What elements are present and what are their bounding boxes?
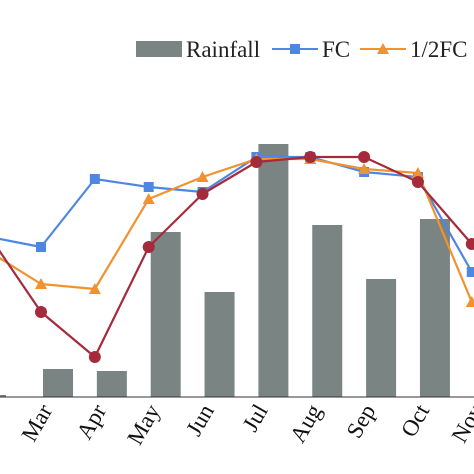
series-point-half-fc-apr [88, 283, 101, 294]
series-point-half-fc-nov [465, 296, 474, 307]
rainfall-bar-apr [96, 371, 127, 397]
series-point-fc-nov [466, 267, 474, 277]
series-point-dark-series-may [142, 241, 155, 253]
legend: Rainfall FC 1/2FC [136, 37, 468, 62]
x-tick-label-may: May [122, 400, 165, 449]
x-tick-labels: Mar Apr May Jun Jul Aug Sep Oct Nov [17, 399, 474, 449]
rainfall-bar-may [150, 232, 181, 397]
rainfall-bar-jul [258, 144, 289, 397]
series-point-fc-may [143, 182, 154, 192]
rainfall-bar-jun [204, 292, 235, 397]
legend-fc-label: FC [322, 37, 350, 62]
series-point-half-fc-mar [35, 278, 47, 289]
series-line-half-fc [0, 157, 473, 303]
series-point-dark-series-jul [250, 156, 263, 168]
x-tick-label-sep: Sep [342, 400, 381, 442]
legend-fc-marker [290, 44, 300, 54]
series-point-fc-mar [36, 242, 46, 252]
series-point-dark-series-oct [411, 176, 424, 188]
series-point-dark-series-mar [35, 306, 47, 318]
x-tick-label-aug: Aug [285, 400, 327, 447]
rainfall-bar-edge [0, 395, 6, 397]
rainfall-bar-sep [366, 279, 397, 397]
series-line-dark-series [0, 155, 473, 359]
line-series [0, 151, 474, 363]
legend-rainfall-swatch [136, 41, 182, 57]
series-point-fc-apr [89, 174, 100, 184]
x-tick-label-apr: Apr [72, 400, 112, 444]
series-point-dark-series-nov [465, 238, 474, 250]
legend-rainfall-label: Rainfall [186, 37, 260, 62]
series-point-half-fc-may [142, 193, 155, 204]
legend-halffc-label: 1/2FC [410, 37, 468, 62]
x-tick-label-oct: Oct [396, 399, 435, 441]
series-point-half-fc-jun [196, 171, 209, 182]
series-point-dark-series-jun [196, 188, 209, 200]
rainfall-bar-oct [419, 219, 450, 397]
legend-halffc-marker [377, 43, 389, 54]
series-point-dark-series-sep [358, 151, 371, 163]
series-point-half-fc-sep [358, 163, 371, 174]
series-point-dark-series-apr [88, 351, 101, 363]
series-line-fc [0, 155, 473, 273]
rainfall-bar-aug [312, 225, 343, 397]
rainfall-bars [0, 144, 450, 397]
x-tick-label-jul: Jul [238, 400, 273, 436]
rainfall-bar-mar [43, 369, 73, 397]
x-tick-label-jun: Jun [181, 400, 219, 441]
x-tick-label-mar: Mar [17, 400, 58, 446]
x-tick-label-nov: Nov [447, 400, 474, 447]
series-point-half-fc-oct [411, 167, 424, 178]
series-point-dark-series-aug [304, 151, 317, 163]
